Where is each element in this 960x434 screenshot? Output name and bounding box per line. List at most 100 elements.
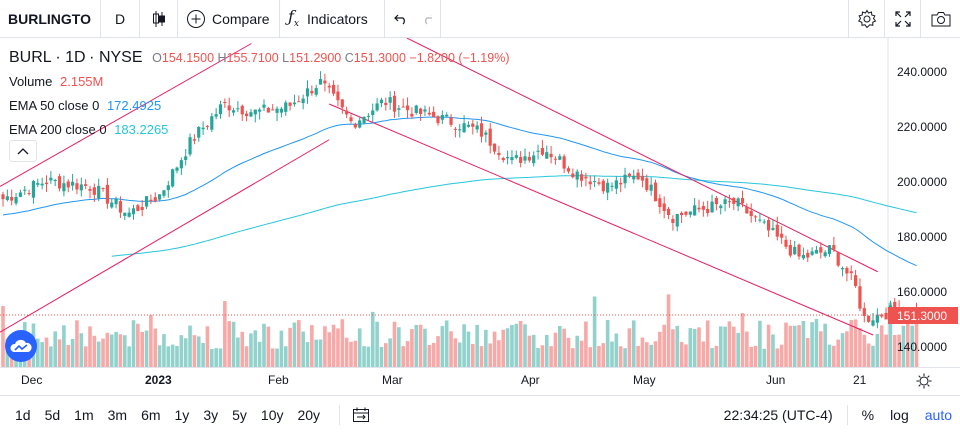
divider — [846, 405, 848, 425]
symbol-search-button[interactable]: BURLINGTO — [0, 0, 101, 38]
candle-body — [392, 95, 397, 112]
legend-collapse-button[interactable] — [9, 140, 37, 162]
candle-body — [875, 314, 879, 323]
legend-ema50-row: EMA 50 close 0 172.4925 — [9, 94, 509, 118]
price-axis[interactable]: 240.0000 220.0000 200.0000 180.0000 160.… — [888, 65, 958, 354]
candle-body — [849, 271, 853, 274]
candle-body — [658, 198, 662, 208]
candle-body — [788, 245, 792, 256]
volume-bar — [832, 345, 836, 367]
candle-body — [397, 108, 401, 110]
candle-body — [423, 109, 427, 112]
candle-body — [40, 183, 44, 186]
redo-button[interactable] — [413, 0, 441, 38]
volume-bar — [497, 340, 501, 367]
candle-body — [862, 308, 866, 316]
time-label: Apr — [521, 373, 540, 387]
indicators-button[interactable]: ƒx Indicators — [280, 0, 385, 38]
screenshot-button[interactable] — [920, 0, 960, 38]
volume-bar — [536, 347, 540, 367]
range-3m[interactable]: 3m — [107, 406, 128, 423]
candle-body — [462, 123, 466, 133]
candle-body — [388, 97, 392, 103]
volume-bar — [370, 311, 375, 367]
candle-body — [527, 156, 531, 161]
candle-body — [218, 104, 223, 115]
volume-bar — [797, 325, 801, 367]
volume-bar — [75, 320, 79, 367]
range-1d[interactable]: 1d — [15, 406, 31, 423]
open-label: O — [152, 51, 162, 65]
candle-body — [562, 156, 566, 169]
candle-body — [214, 114, 218, 117]
calendar-range-icon[interactable] — [352, 407, 370, 423]
compare-button[interactable]: Compare — [178, 0, 280, 38]
candle-body — [575, 171, 579, 180]
volume-bar — [892, 334, 897, 367]
ema200-label: EMA 200 close 0 — [9, 122, 107, 137]
legend-separator: · — [89, 49, 99, 66]
range-5d[interactable]: 5d — [44, 406, 61, 423]
candle-body — [697, 207, 701, 210]
volume-bar — [888, 302, 893, 367]
interval-button[interactable]: D — [101, 0, 140, 38]
tradingview-logo[interactable] — [5, 330, 37, 362]
candle-body — [523, 156, 527, 161]
range-20y[interactable]: 20y — [297, 406, 321, 423]
fullscreen-button[interactable] — [884, 0, 920, 38]
log-toggle[interactable]: log — [890, 407, 909, 423]
candle-body — [131, 208, 136, 215]
range-10y[interactable]: 10y — [260, 406, 284, 423]
chart-type-button[interactable] — [140, 0, 178, 38]
divider — [339, 404, 341, 425]
time-label: Dec — [21, 373, 42, 387]
candle-body — [379, 99, 384, 104]
range-1m[interactable]: 1m — [74, 406, 94, 423]
volume-bar — [136, 323, 140, 367]
axis-settings-icon[interactable] — [916, 373, 932, 389]
candle-body — [458, 129, 462, 131]
volume-bar — [366, 346, 371, 367]
volume-bar — [566, 337, 571, 367]
auto-toggle[interactable]: auto — [924, 407, 952, 423]
candle-body — [854, 275, 858, 286]
volume-bar — [88, 326, 92, 367]
volume-bar — [205, 326, 210, 367]
candle-body — [127, 212, 131, 217]
volume-bar — [710, 348, 714, 367]
range-6m[interactable]: 6m — [141, 406, 161, 423]
time-axis[interactable]: Dec 2023 Feb Mar Apr May Jun 21 — [0, 368, 960, 394]
range-1y[interactable]: 1y — [174, 406, 190, 423]
candle-body — [44, 182, 49, 185]
legend-exchange: NYSE — [98, 49, 143, 66]
candle-body — [593, 181, 597, 183]
legend-main-row: BURL · 1D · NYSE O154.1500 H155.7100 L15… — [9, 46, 509, 70]
volume-bar — [879, 325, 884, 367]
volume-bar — [645, 342, 649, 367]
volume-bar — [466, 331, 471, 367]
candle-body — [466, 124, 471, 127]
candle-body — [784, 239, 788, 247]
volume-bar — [379, 347, 384, 367]
settings-button[interactable] — [848, 0, 884, 38]
candle-body — [727, 201, 732, 203]
range-5y[interactable]: 5y — [232, 406, 247, 423]
candle-body — [671, 218, 675, 223]
candle-body — [732, 197, 736, 204]
volume-bar — [423, 328, 427, 367]
range-3y[interactable]: 3y — [203, 406, 219, 423]
candle-body — [675, 214, 679, 227]
legend-volume-row: Volume 2.155M — [9, 70, 509, 94]
candle-body — [601, 180, 605, 192]
volume-bar — [884, 334, 888, 367]
volume-bar — [170, 344, 175, 367]
candle-body — [144, 196, 149, 207]
trend-channel[interactable] — [0, 38, 878, 336]
candle-body — [288, 102, 292, 106]
volume-bar — [375, 321, 379, 367]
percent-toggle[interactable]: % — [861, 407, 875, 423]
channel-line — [0, 43, 252, 187]
volume-bar — [762, 348, 767, 367]
candle-body — [606, 182, 610, 193]
undo-button[interactable] — [385, 0, 413, 38]
